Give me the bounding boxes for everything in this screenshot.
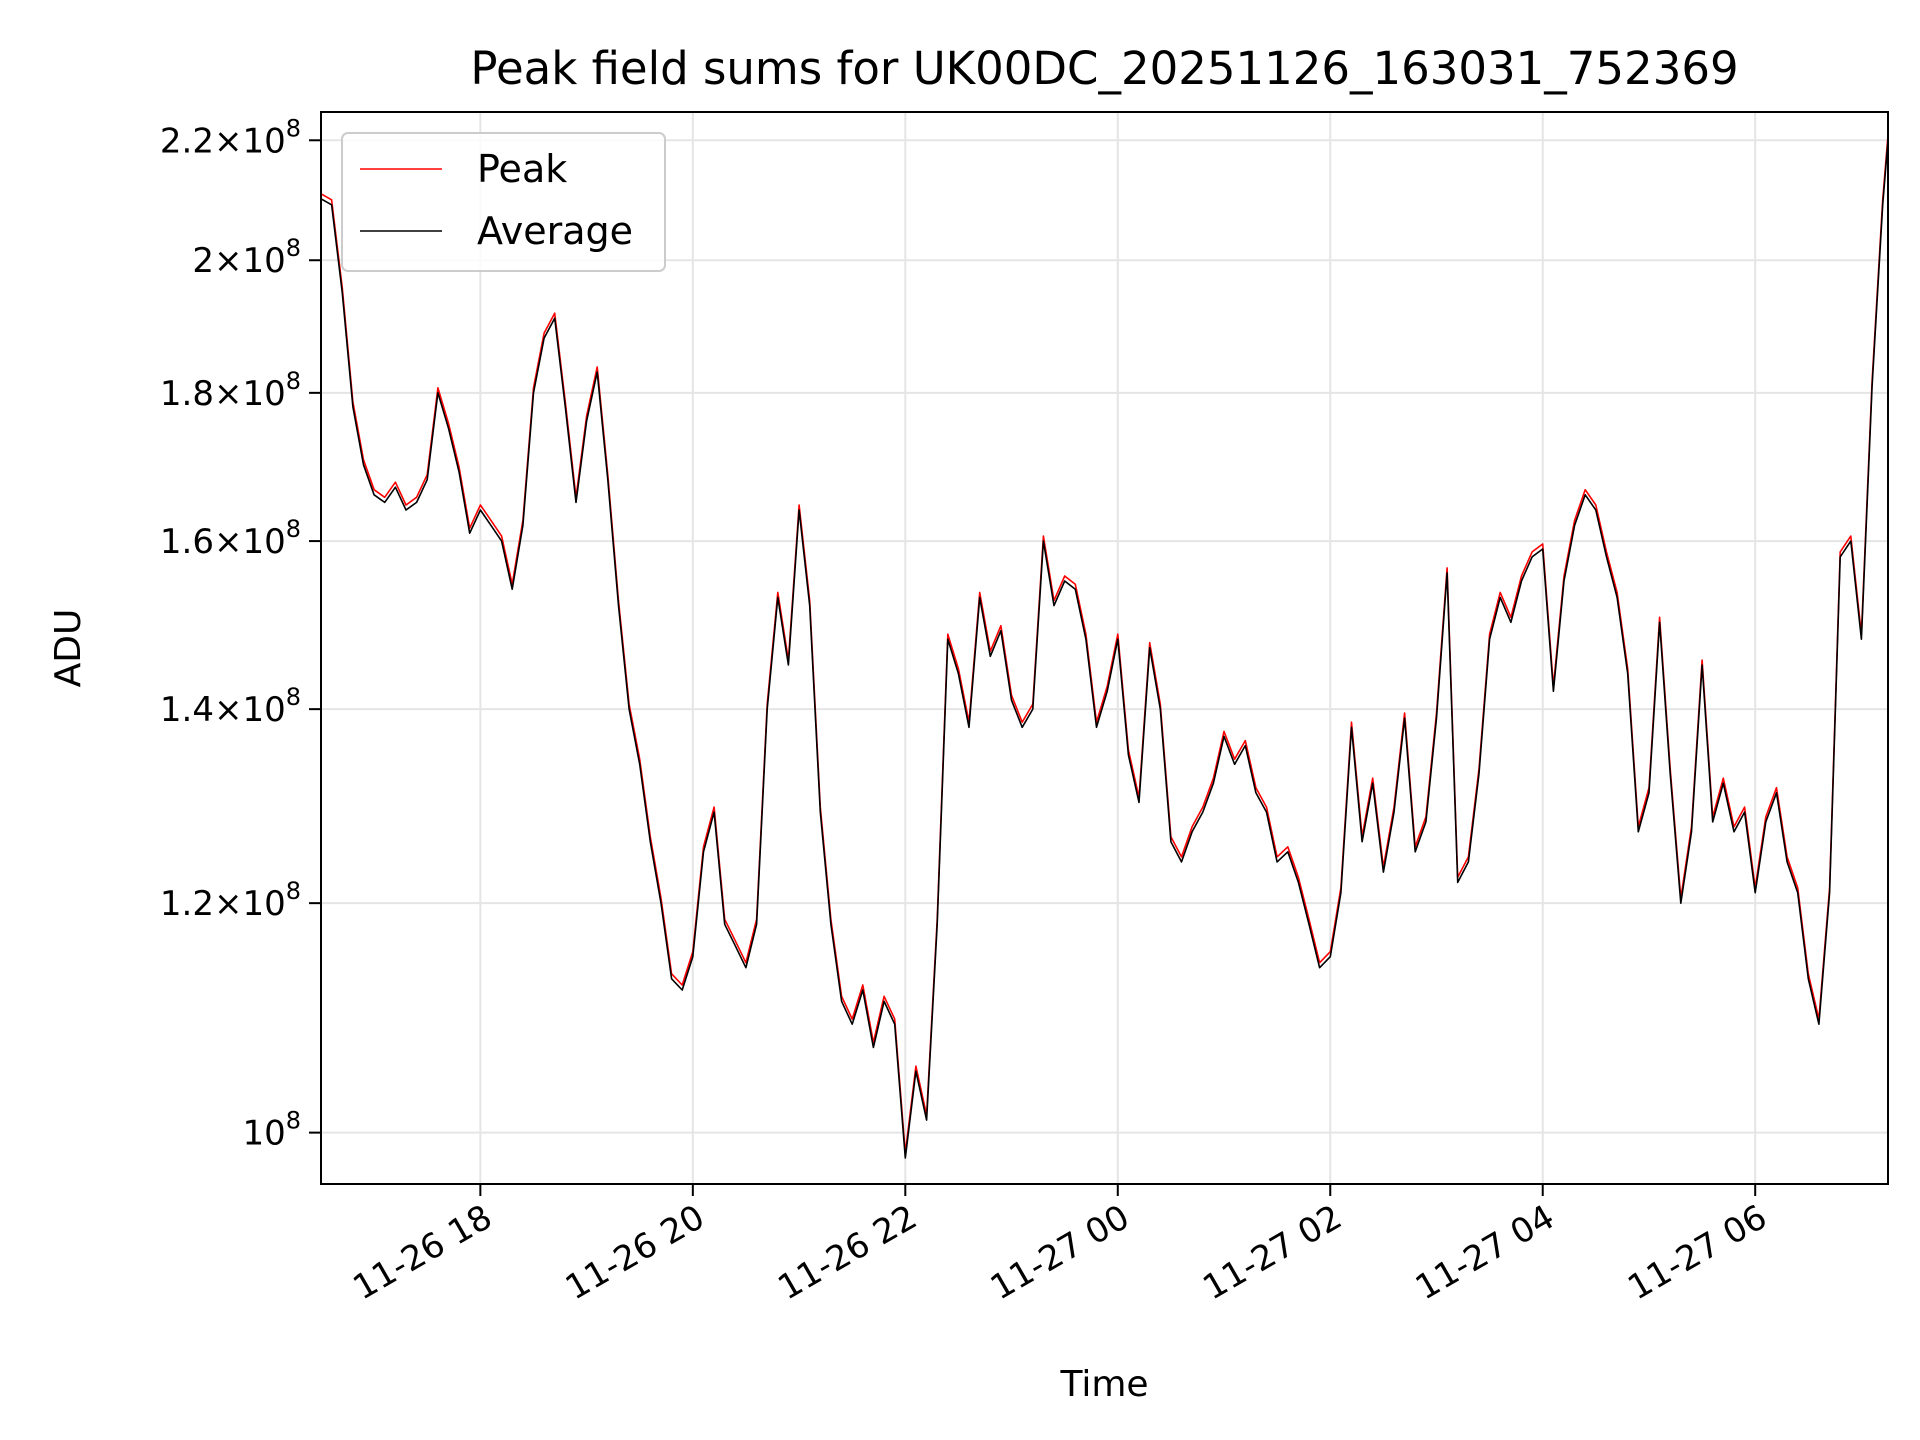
grid-lines [321, 112, 1888, 1184]
legend-label-peak: Peak [477, 147, 567, 191]
y-tick-label: 108 [242, 1107, 301, 1154]
y-tick-label: 1.2×108 [160, 877, 301, 924]
plot-frame [320, 111, 1889, 1185]
chart-title: Peak field sums for UK00DC_20251126_1630… [470, 42, 1738, 95]
y-tick-label: 2×108 [192, 234, 301, 281]
legend: Peak Average [341, 132, 666, 272]
y-tick-label: 2.2×108 [160, 114, 301, 161]
legend-box [341, 132, 666, 272]
x-axis-title: Time [1059, 1364, 1148, 1405]
y-axis-title: ADU [48, 609, 89, 688]
legend-label-average: Average [477, 209, 633, 253]
series-line-average [321, 140, 1888, 1159]
y-tick-label: 1.6×108 [160, 515, 301, 562]
series-lines [321, 135, 1888, 1159]
y-tick-label: 1.8×108 [160, 367, 301, 414]
y-tick-label: 1.4×108 [160, 683, 301, 730]
y-axis: 108 1.2×108 1.4×108 1.6×108 1.8×108 2×108 2.2×… [160, 114, 321, 1154]
